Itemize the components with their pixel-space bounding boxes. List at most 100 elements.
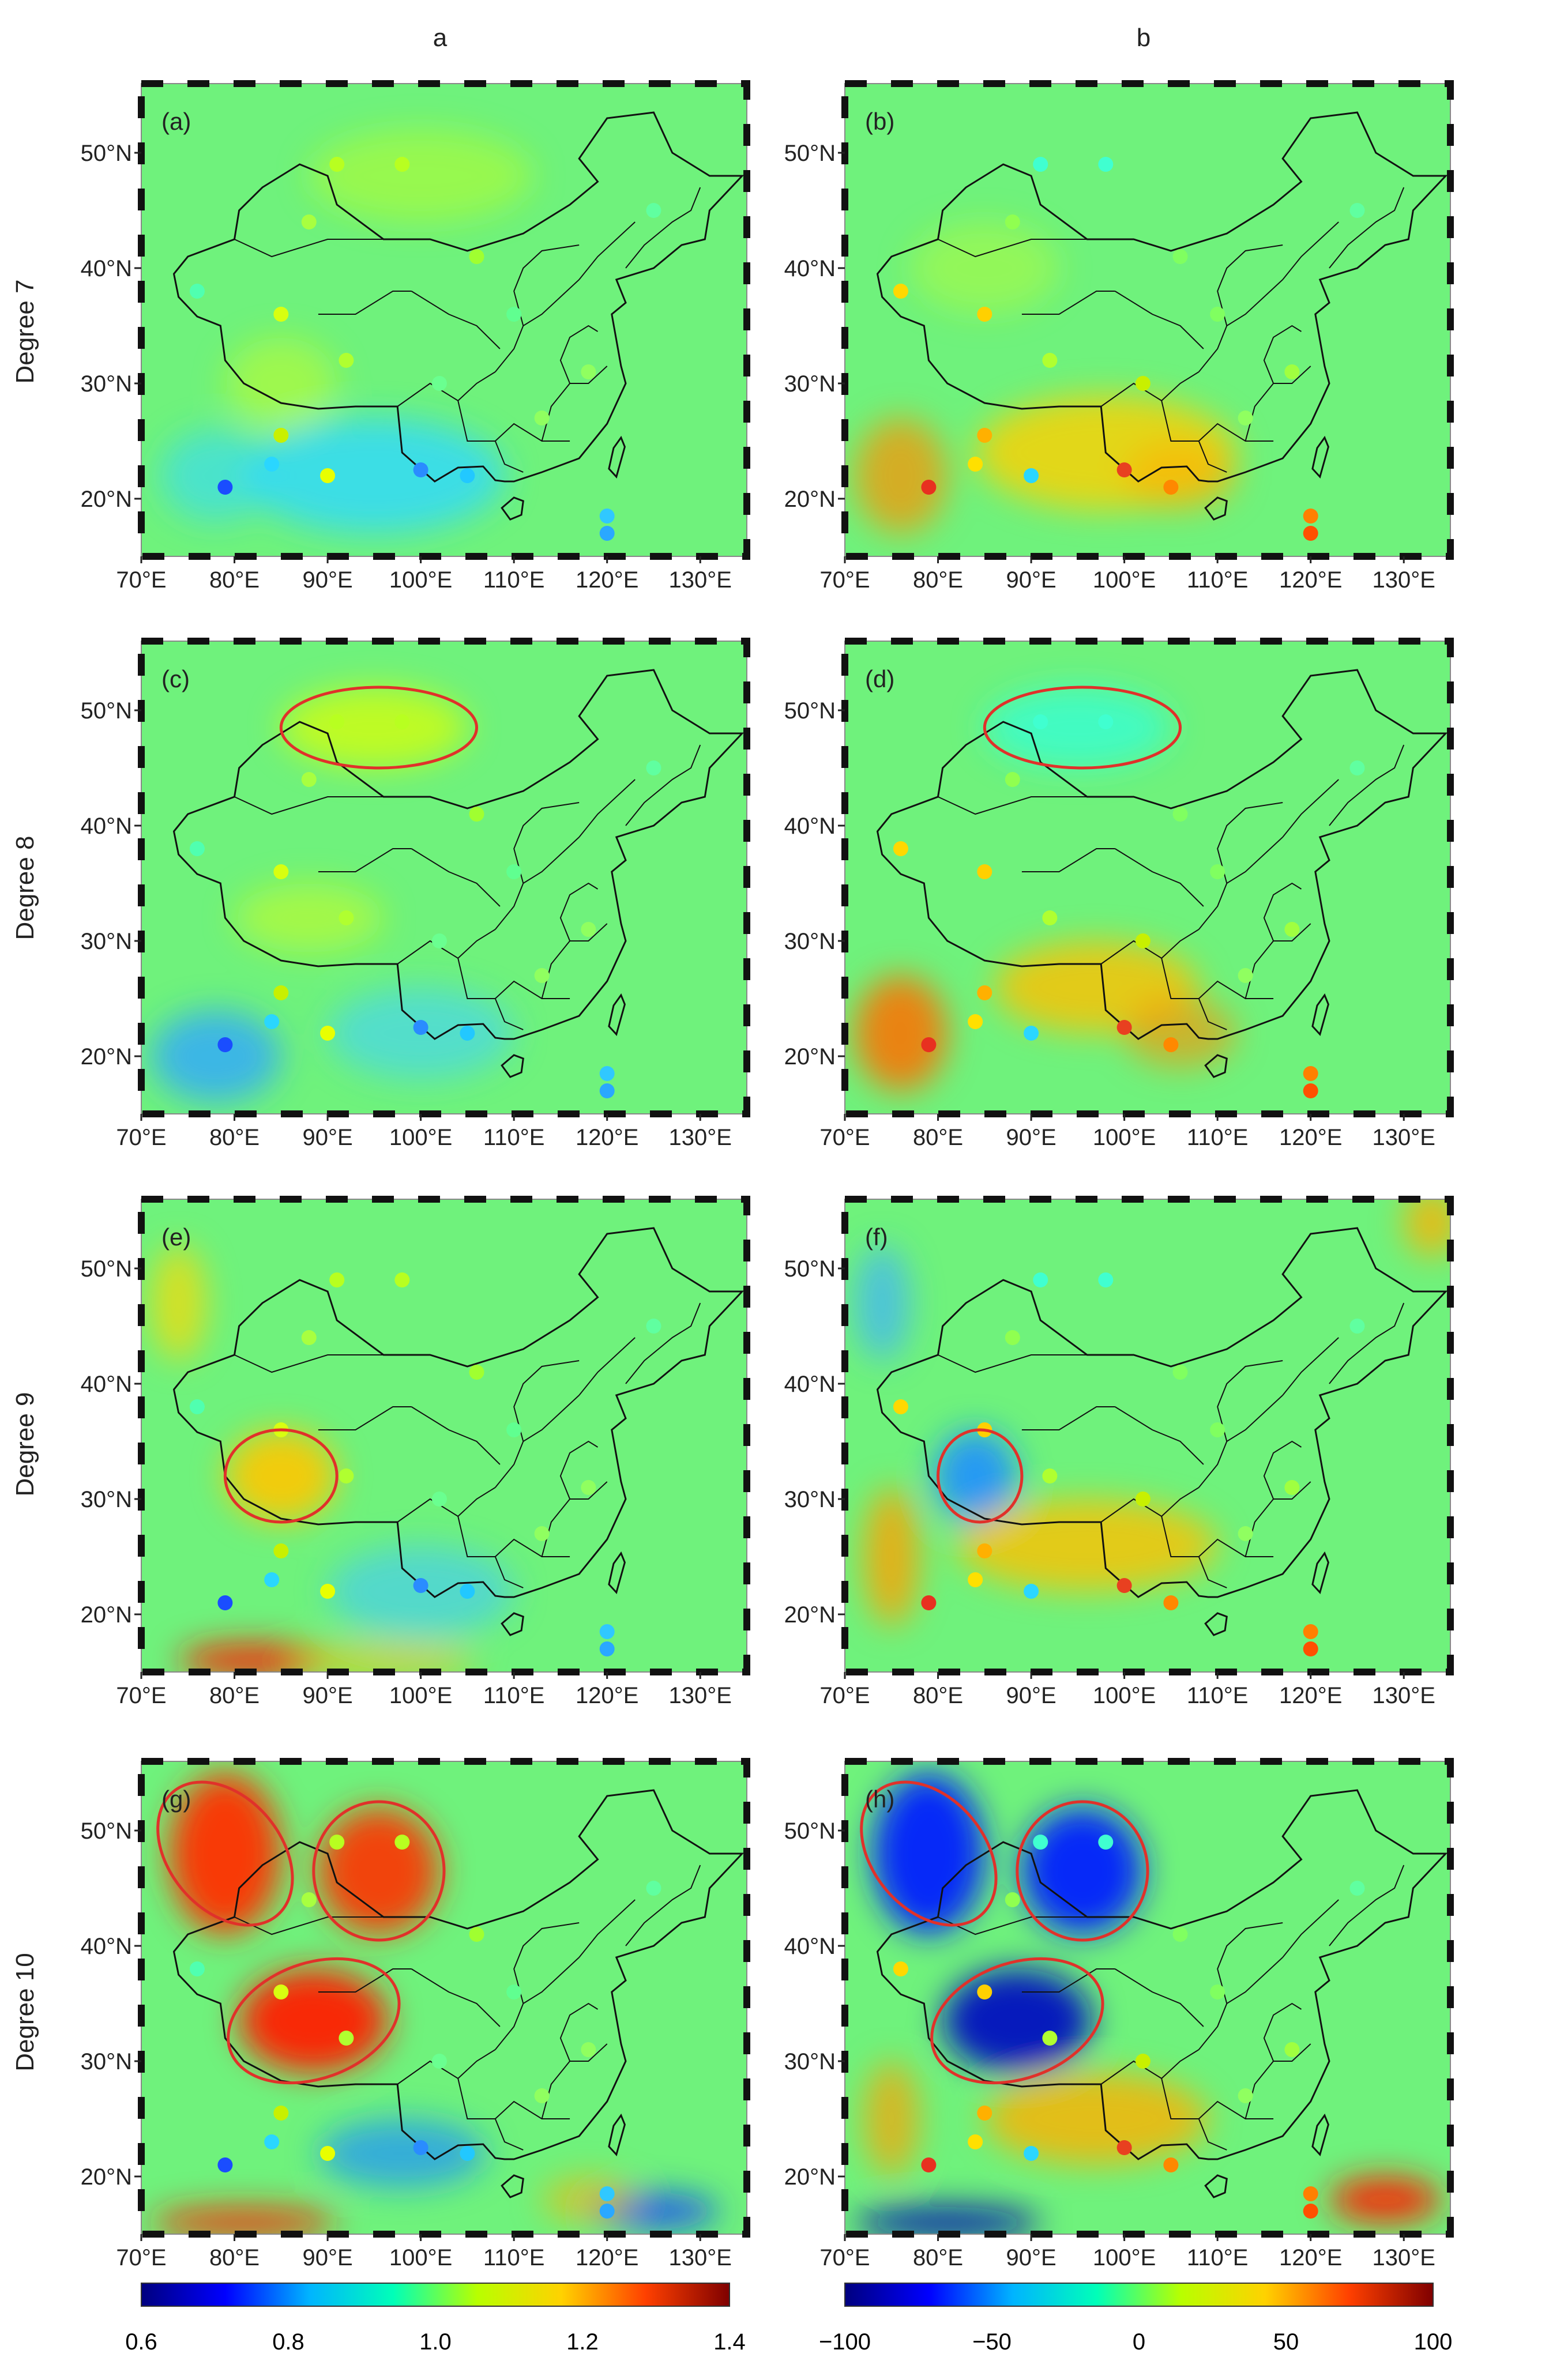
province-boundary — [1329, 1865, 1405, 1946]
station-marker — [413, 2140, 428, 2155]
colorbar-percent-tick: 100 — [1414, 2329, 1453, 2355]
province-boundary — [457, 958, 570, 999]
province-boundary — [318, 1406, 412, 1430]
station-marker — [646, 1319, 661, 1334]
station-marker — [320, 468, 336, 483]
lat-tick-label: 30°N — [81, 371, 132, 397]
station-marker — [1303, 1641, 1318, 1656]
colorbar-percent-tick: 0 — [1133, 2329, 1145, 2355]
station-marker — [394, 157, 410, 172]
province-boundary — [559, 1440, 599, 1500]
station-marker — [646, 203, 661, 218]
station-marker — [977, 864, 992, 879]
field-a — [141, 84, 747, 556]
station-marker — [534, 1526, 550, 1541]
island-boundary — [1311, 435, 1329, 479]
station-marker — [1210, 307, 1225, 322]
lon-tick-label: 100°E — [1093, 1683, 1156, 1708]
lat-tick-label: 40°N — [784, 1372, 836, 1397]
lat-tick-label: 30°N — [784, 929, 836, 954]
lat-tick-label: 20°N — [784, 2164, 836, 2190]
station-marker — [1024, 468, 1039, 483]
station-marker — [977, 307, 992, 322]
province-boundary — [559, 2002, 599, 2062]
province-boundary — [494, 440, 524, 473]
station-marker — [413, 1578, 428, 1593]
station-marker — [1303, 526, 1318, 541]
station-marker — [460, 1584, 475, 1599]
island-boundary — [501, 1612, 524, 1636]
lon-tick-label: 100°E — [389, 2245, 452, 2270]
station-marker — [339, 2031, 354, 2046]
station-marker — [469, 807, 484, 822]
province-boundary — [578, 779, 636, 838]
station-marker — [301, 772, 317, 787]
map-panels: (a) 20°N 30°N 40°N 50°N 70°E 80°E 90°E 100°E 110°… — [81, 80, 1454, 2270]
station-marker — [1238, 968, 1253, 983]
lat-tick-label: 20°N — [81, 2164, 132, 2190]
lon-tick-label: 110°E — [483, 1125, 544, 1150]
province-boundary — [1217, 244, 1283, 326]
station-marker — [893, 284, 908, 299]
lat-tick-label: 40°N — [81, 1372, 132, 1397]
province-boundary — [494, 2118, 524, 2151]
lon-tick-label: 120°E — [576, 1125, 638, 1150]
station-marker — [431, 2054, 447, 2069]
station-marker — [1033, 1835, 1048, 1850]
field-anomaly — [854, 2206, 1041, 2234]
lon-tick-label: 70°E — [819, 1683, 870, 1708]
station-marker — [968, 1572, 983, 1587]
station-marker — [977, 985, 992, 1000]
field-e — [141, 1199, 747, 1672]
station-marker — [189, 1961, 205, 1976]
lon-tick-label: 80°E — [913, 2245, 963, 2270]
station-marker — [273, 1543, 289, 1558]
field-anomaly — [151, 1010, 281, 1102]
panel-dashed-border — [841, 638, 1454, 1117]
station-marker — [431, 933, 447, 948]
lat-tick-label: 30°N — [784, 371, 836, 397]
station-marker — [273, 307, 289, 322]
station-marker — [921, 480, 937, 495]
province-boundary — [411, 1406, 501, 1465]
province-boundary — [1114, 1406, 1204, 1465]
station-marker — [1005, 214, 1020, 229]
lon-tick-label: 130°E — [669, 567, 732, 593]
station-marker — [968, 2134, 983, 2149]
province-boundary — [1021, 291, 1115, 315]
panel-label: (a) — [161, 108, 191, 135]
province-boundary — [1329, 1302, 1405, 1384]
colorbar-percent: −100 −50 0 50 100 — [819, 2283, 1452, 2355]
lat-tick-label: 30°N — [784, 2049, 836, 2074]
province-boundary — [1198, 1556, 1227, 1588]
province-boundary — [234, 796, 384, 815]
station-marker — [1024, 1584, 1039, 1599]
station-marker — [921, 1037, 937, 1052]
lat-tick-label: 20°N — [81, 487, 132, 512]
province-boundary — [495, 1957, 580, 2050]
station-marker — [339, 910, 354, 925]
station-marker — [1163, 480, 1179, 495]
station-marker — [581, 2042, 596, 2057]
row-header-degree-9: Degree 9 — [11, 1392, 39, 1496]
panel-label: (c) — [161, 665, 190, 692]
station-marker — [1349, 1319, 1365, 1334]
lat-tick-label: 30°N — [784, 1487, 836, 1512]
station-marker — [273, 985, 289, 1000]
lat-tick-label: 50°N — [81, 698, 132, 724]
highlight-ellipse — [983, 686, 1182, 770]
lon-tick-label: 90°E — [302, 1683, 352, 1708]
lat-tick-label: 40°N — [784, 1934, 836, 1959]
field-h — [845, 1761, 1450, 2234]
field-anomaly — [1404, 1199, 1450, 1257]
lat-tick-label: 40°N — [784, 256, 836, 281]
field-anomaly — [1124, 441, 1236, 510]
province-boundary — [938, 796, 1087, 815]
lon-tick-label: 80°E — [209, 2245, 260, 2270]
lon-tick-label: 120°E — [1279, 567, 1342, 593]
lat-tick-label: 20°N — [784, 487, 836, 512]
field-anomaly — [863, 1488, 920, 1626]
field-f — [845, 1199, 1450, 1672]
colorbar-percent-tick: −50 — [972, 2329, 1012, 2355]
